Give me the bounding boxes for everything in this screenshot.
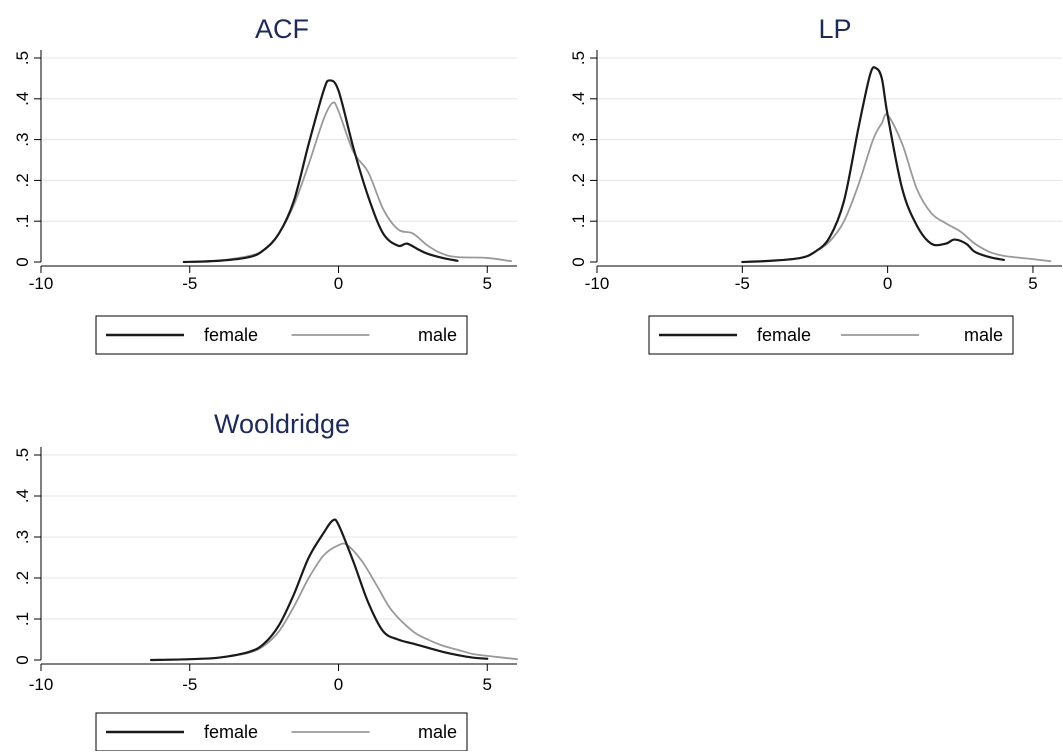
chart-title: LP: [818, 14, 851, 44]
y-tick-label: .2: [13, 571, 32, 585]
x-tick-label: 5: [483, 274, 492, 293]
legend-label-male: male: [418, 325, 457, 345]
legend: female male: [648, 315, 1014, 355]
x-tick-label: 0: [883, 274, 892, 293]
chart-title: Wooldridge: [214, 409, 350, 439]
series-line-female: [182, 79, 459, 264]
y-tick-label: .5: [13, 51, 32, 65]
legend: female male: [95, 315, 468, 355]
y-tick-label: .2: [13, 173, 32, 187]
legend-label-male: male: [418, 722, 457, 742]
series-line-male: [188, 101, 512, 263]
chart-title: ACF: [255, 14, 309, 44]
x-tick-label: 0: [334, 274, 343, 293]
x-tick-label: -5: [182, 675, 197, 694]
chart-panel-2: Wooldridge 0 .1 .2 .3 .4 .5 -10 -5 0 5 female male: [13, 409, 518, 752]
y-tick-label: .4: [13, 92, 32, 106]
x-tick-label: -5: [182, 274, 197, 293]
legend: female male: [95, 712, 468, 752]
x-tick-label: -5: [735, 274, 750, 293]
y-tick-label: 0: [569, 257, 588, 266]
legend-label-female: female: [204, 722, 258, 742]
y-tick-label: .1: [569, 214, 588, 228]
x-tick-label: 5: [483, 675, 492, 694]
y-tick-label: .4: [569, 92, 588, 106]
y-tick-label: .1: [13, 214, 32, 228]
legend-label-male: male: [964, 325, 1003, 345]
x-tick-label: -10: [585, 274, 610, 293]
y-tick-label: .2: [569, 173, 588, 187]
legend-label-female: female: [757, 325, 811, 345]
x-tick-label: -10: [29, 274, 54, 293]
y-tick-label: .4: [13, 489, 32, 503]
chart-panel-1: LP 0 .1 .2 .3 .4 .5 -10 -5 0 5 female male: [569, 14, 1062, 355]
chart-panel-0: ACF 0 .1 .2 .3 .4 .5 -10 -5 0 5 female male: [13, 14, 517, 355]
series-line-male: [741, 113, 1052, 263]
y-tick-label: .5: [569, 51, 588, 65]
x-tick-label: 5: [1028, 274, 1037, 293]
series-line-female: [741, 66, 1005, 264]
y-tick-label: .3: [569, 133, 588, 147]
y-tick-label: 0: [13, 655, 32, 664]
legend-label-female: female: [204, 325, 258, 345]
y-tick-label: .1: [13, 612, 32, 626]
y-tick-label: .3: [13, 530, 32, 544]
x-tick-label: 0: [334, 675, 343, 694]
y-tick-label: .5: [13, 448, 32, 462]
series-line-male: [150, 542, 518, 661]
x-tick-label: -10: [29, 675, 54, 694]
y-tick-label: 0: [13, 257, 32, 266]
series-line-female: [149, 518, 489, 662]
y-tick-label: .3: [13, 133, 32, 147]
